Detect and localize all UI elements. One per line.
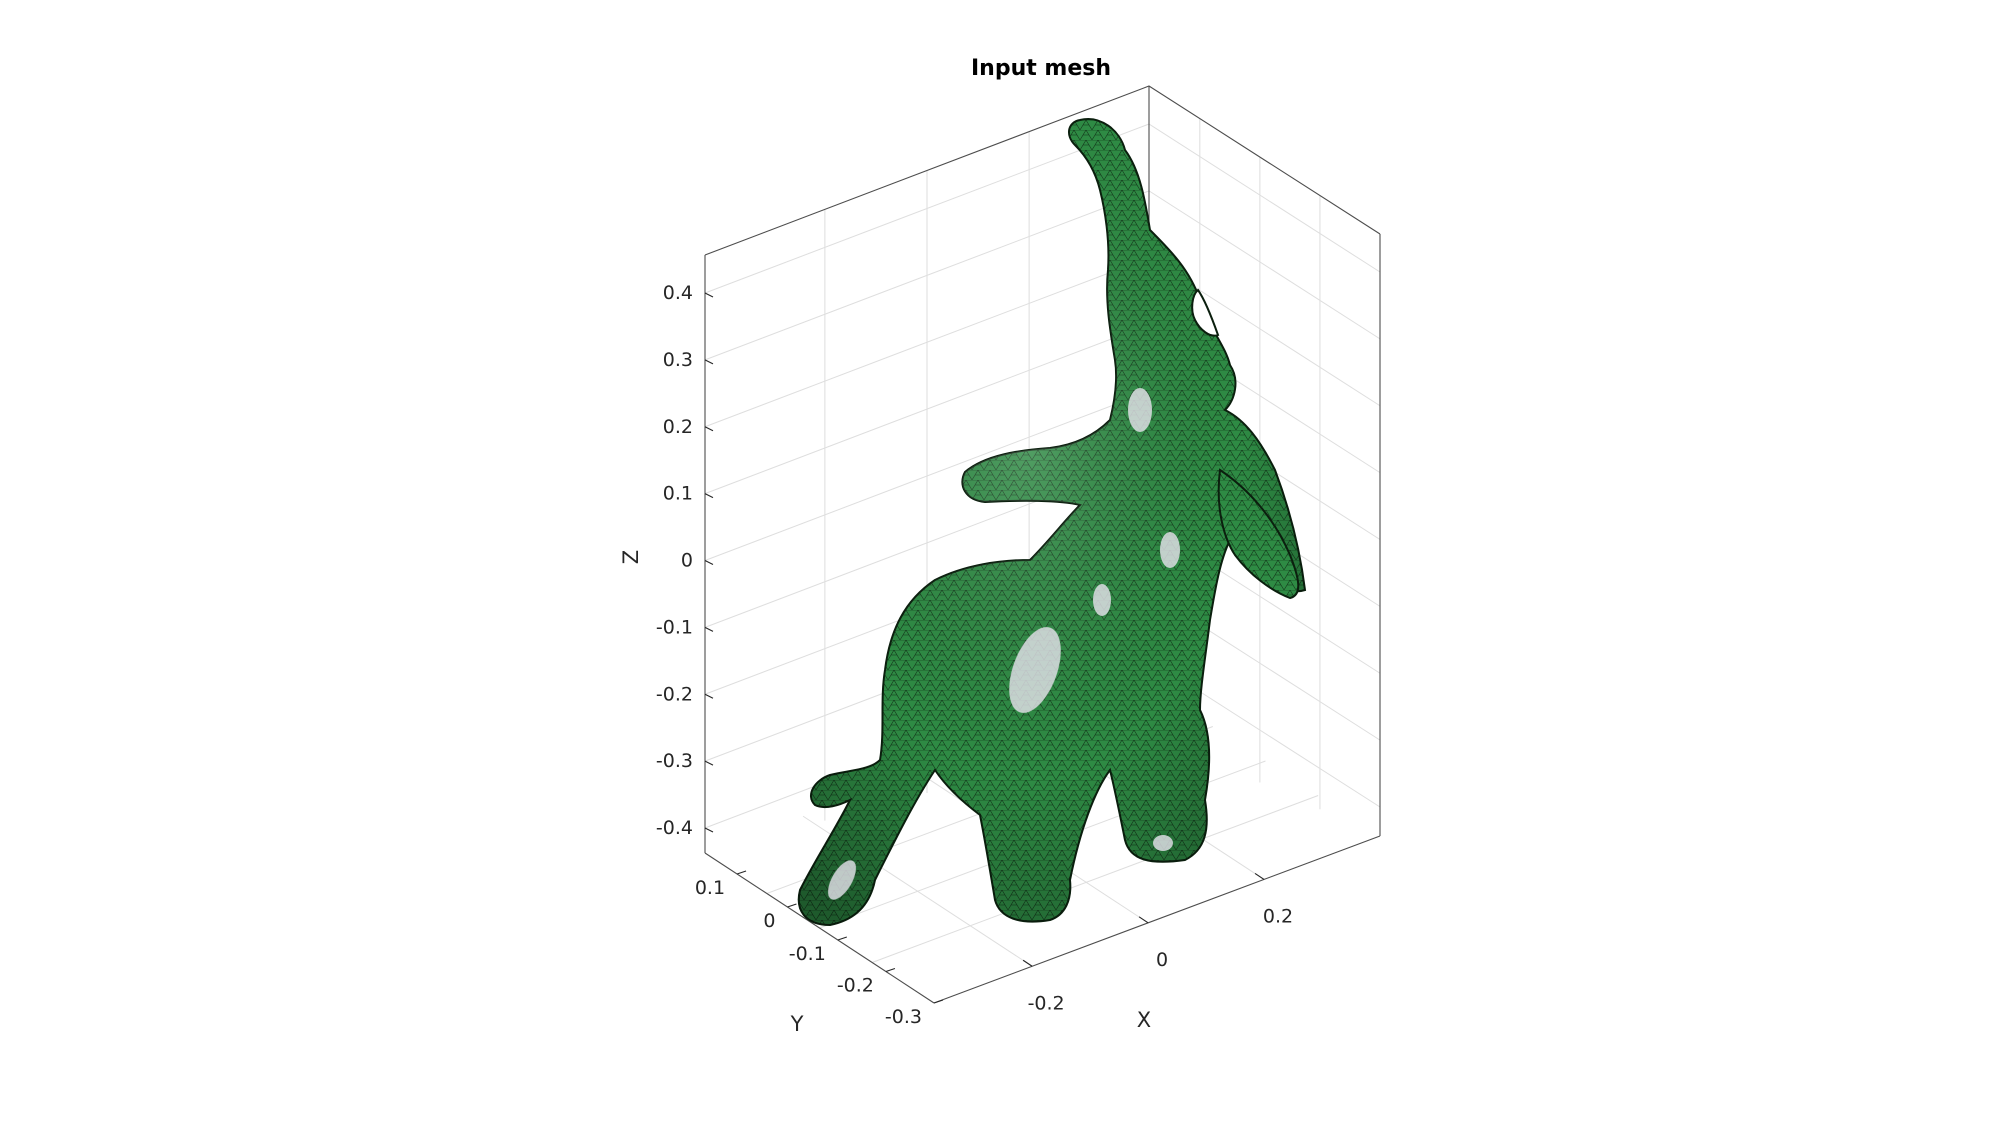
- z-tick-label: 0.3: [663, 349, 693, 371]
- mesh-surface: [797, 118, 1307, 927]
- axes-box: [704, 85, 1381, 1004]
- z-gridline-right: [1148, 123, 1381, 273]
- z-tick-label: 0.4: [663, 282, 693, 304]
- x-tick: [1254, 872, 1265, 880]
- y-axis: 0.1 0 -0.1 -0.2 -0.3: [695, 870, 944, 1028]
- y-tick: [933, 999, 944, 1004]
- z-axis: 0.4 0.3 0.2 0.1 0 -0.1 -0.2 -0.3 -0.4: [656, 282, 714, 839]
- box-back-left: [704, 85, 1381, 256]
- y-tick: [787, 903, 797, 908]
- mesh-ear: [1217, 468, 1300, 600]
- z-tick: [704, 493, 714, 499]
- x-tick-label: 0.2: [1263, 905, 1293, 927]
- x-axis-label: X: [1137, 1008, 1151, 1032]
- z-tick-label: 0.1: [663, 483, 693, 505]
- z-tick: [704, 426, 714, 432]
- y-tick: [837, 936, 847, 941]
- z-tick-label: -0.3: [656, 750, 693, 772]
- z-tick: [704, 827, 714, 833]
- y-tick-label: -0.2: [837, 975, 874, 997]
- x-tick: [1022, 959, 1033, 967]
- z-tick-label: -0.2: [656, 683, 693, 705]
- y-tick-label: -0.3: [885, 1006, 922, 1028]
- y-tick: [885, 967, 896, 973]
- z-tick: [704, 760, 714, 766]
- box-bottom-left: [704, 852, 935, 1004]
- z-tick-label: 0.2: [663, 416, 693, 438]
- z-axis-label: Z: [619, 550, 643, 564]
- specular-highlights: [828, 388, 1180, 900]
- x-tick-label: -0.2: [1028, 992, 1065, 1014]
- y-tick-label: -0.1: [789, 943, 826, 965]
- trunk-loop-hole: [1191, 288, 1220, 337]
- z-tick-label: 0: [681, 550, 693, 572]
- z-tick-label: -0.4: [656, 817, 693, 839]
- mesh-shading: [798, 119, 1305, 925]
- box-bottom-right: [933, 835, 1381, 1004]
- floor-gridline-y: [871, 795, 1319, 963]
- y-tick-label: 0.1: [695, 877, 725, 899]
- chart-title: Input mesh: [971, 56, 1111, 81]
- z-gridline-right: [1148, 190, 1381, 340]
- z-tick-label: -0.1: [656, 616, 693, 638]
- z-tick: [704, 359, 714, 365]
- x-axis: -0.2 0 0.2: [1022, 872, 1293, 1014]
- x-tick-label: 0: [1156, 949, 1168, 971]
- z-tick: [704, 626, 714, 632]
- z-tick: [704, 693, 714, 699]
- x-tick: [1138, 916, 1149, 924]
- z-tick: [704, 292, 714, 298]
- y-tick: [736, 870, 747, 875]
- y-axis-label: Y: [790, 1012, 804, 1036]
- y-tick-label: 0: [763, 910, 775, 932]
- z-tick: [704, 560, 714, 565]
